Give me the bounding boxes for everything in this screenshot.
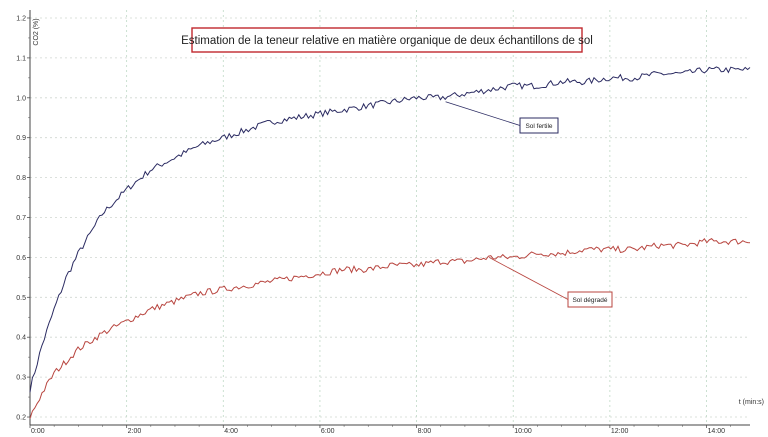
y-tick-label: 0.9	[16, 135, 26, 142]
x-tick-label: 14:00	[708, 428, 726, 435]
title-box	[191, 27, 583, 53]
y-tick-label: 1.1	[16, 55, 26, 62]
x-tick-label: 6:00	[321, 428, 335, 435]
series-layer	[29, 66, 751, 419]
chart-title: Estimation de la teneur relative en mati…	[181, 35, 593, 47]
x-tick-label: 8:00	[418, 428, 432, 435]
grid-layer	[30, 10, 750, 425]
series-line-sol-fertile	[29, 66, 751, 393]
annotation-leader-line	[488, 257, 569, 300]
annotation-leader-line	[445, 101, 521, 126]
y-tick-label: 0.6	[16, 255, 26, 262]
x-tick-label: 4:00	[224, 428, 238, 435]
title-layer: Estimation de la teneur relative en mati…	[181, 27, 593, 53]
y-tick-label: 0.7	[16, 215, 26, 222]
x-tick-label: 2:00	[128, 428, 142, 435]
annotation-label: Sol dégradé	[572, 297, 607, 304]
annotation-box	[519, 117, 559, 134]
annotation-layer: Sol fertile Sol dégradé	[445, 101, 613, 308]
annotation-label: Sol fertile	[525, 123, 552, 130]
y-axis-title: CO2 (%)	[33, 18, 40, 45]
axis-layer: 0.2 0.3 0.4 0.5 0.6 0.7 0.8 0.9 1.0 1.1 1.2 0:00 2:0…	[16, 10, 750, 435]
y-tick-label: 0.3	[16, 375, 26, 382]
x-axis-title: t (min:s)	[739, 399, 764, 406]
x-tick-label: 12:00	[611, 428, 629, 435]
series-line-sol-degrade	[29, 237, 751, 419]
x-tick-label: 0:00	[31, 428, 45, 435]
y-tick-label: 1.2	[16, 15, 26, 22]
y-tick-label: 0.4	[16, 335, 26, 342]
x-tick-label: 10:00	[514, 428, 532, 435]
y-tick-label: 0.8	[16, 175, 26, 182]
y-tick-label: 0.2	[16, 415, 26, 422]
y-tick-label: 0.5	[16, 295, 26, 302]
annotation-box	[567, 291, 613, 308]
y-tick-label: 1.0	[16, 95, 26, 102]
